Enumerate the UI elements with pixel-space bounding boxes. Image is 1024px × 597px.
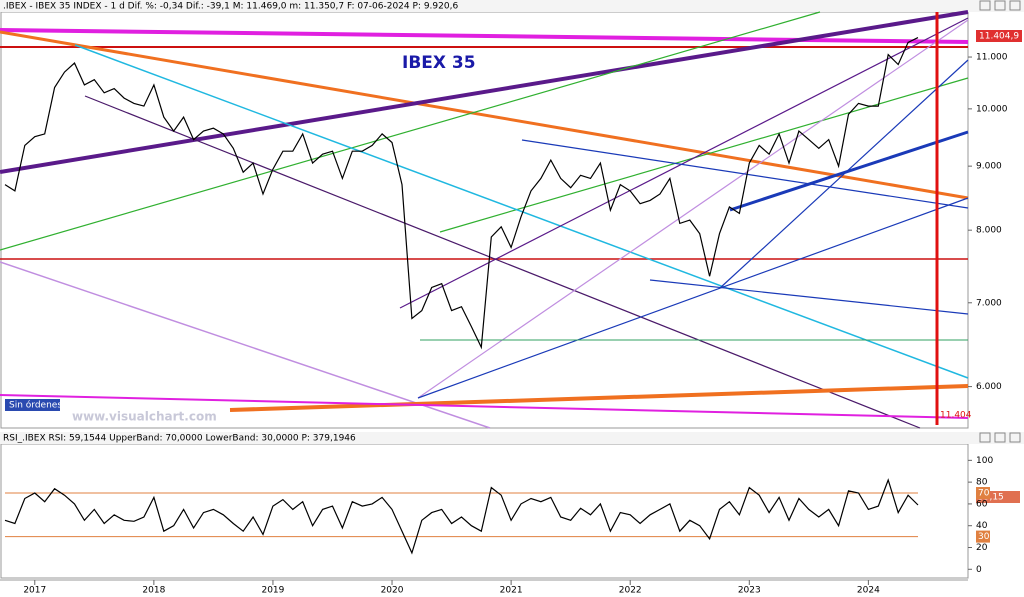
- button[interactable]: [1009, 432, 1021, 443]
- trendline: [84, 95, 921, 429]
- y-tick-label: 40: [976, 521, 988, 531]
- cursor-label: 11.404: [940, 411, 972, 421]
- trendline: [399, 17, 969, 309]
- last-price-box: [976, 30, 1022, 42]
- rsi-panel: [0, 443, 969, 579]
- band-label: 30: [978, 532, 990, 542]
- trendline: [0, 394, 969, 419]
- trendline: [74, 44, 969, 379]
- watermark: www.visualchart.com: [72, 410, 217, 424]
- y-tick-label: 10.000: [976, 104, 1008, 114]
- trendline: [0, 30, 969, 200]
- band-label: 70: [978, 489, 990, 499]
- y-tick-label: 8.000: [976, 226, 1002, 236]
- trendline: [0, 11, 821, 251]
- x-tick-label: 2022: [619, 586, 642, 596]
- button[interactable]: [979, 0, 991, 11]
- trendlines: [0, 10, 969, 429]
- y-tick-label: 20: [976, 543, 988, 553]
- last-rsi-label: 59,15: [978, 493, 1004, 503]
- button[interactable]: [994, 0, 1006, 11]
- trendline: [649, 279, 969, 315]
- trendline: [439, 77, 969, 233]
- x-tick-label: 2017: [23, 586, 46, 596]
- y-tick-label: 80: [976, 478, 988, 488]
- window-buttons[interactable]: [979, 0, 1021, 443]
- y-tick-label: 11.000: [976, 53, 1008, 63]
- trendline: [417, 197, 969, 399]
- y-tick-label: 60: [976, 499, 988, 509]
- y-tick-label: 100: [976, 456, 993, 466]
- button[interactable]: [979, 432, 991, 443]
- price-panel: [0, 11, 969, 429]
- header-bar: [0, 0, 1024, 12]
- series-line: [4, 37, 919, 350]
- x-tick-label: 2020: [381, 586, 404, 596]
- trendline: [0, 261, 491, 429]
- status-box: [5, 399, 60, 411]
- trendline: [521, 139, 969, 209]
- x-tick-label: 2023: [738, 586, 761, 596]
- button[interactable]: [994, 432, 1006, 443]
- rsi-header: RSI_.IBEX RSI: 59,1544 UpperBand: 70,000…: [3, 434, 356, 444]
- price-header: .IBEX - IBEX 35 INDEX - 1 d Dif. %: -0,3…: [3, 2, 458, 12]
- chart-title: IBEX 35: [402, 53, 476, 73]
- x-tick-label: 2024: [857, 586, 880, 596]
- y-tick-label: 9.000: [976, 162, 1002, 172]
- last-price-label: 11.404,9: [979, 32, 1019, 42]
- y-tick-label: 6.000: [976, 382, 1002, 392]
- y-tick-label: 7.000: [976, 298, 1002, 308]
- band-label-box: [976, 530, 990, 543]
- header-bar: [0, 432, 1024, 444]
- x-tick-label: 2019: [261, 586, 284, 596]
- trendline: [229, 384, 969, 412]
- trendline: [729, 130, 969, 212]
- band-label-box: [976, 487, 990, 500]
- x-tick-label: 2018: [142, 586, 165, 596]
- y-tick-label: 0: [976, 565, 982, 575]
- trendline: [0, 10, 969, 174]
- x-tick-label: 2021: [500, 586, 523, 596]
- status-text: Sin órdenes: [9, 400, 62, 411]
- button[interactable]: [1009, 0, 1021, 11]
- trendline: [417, 19, 969, 399]
- series-line: [4, 478, 919, 555]
